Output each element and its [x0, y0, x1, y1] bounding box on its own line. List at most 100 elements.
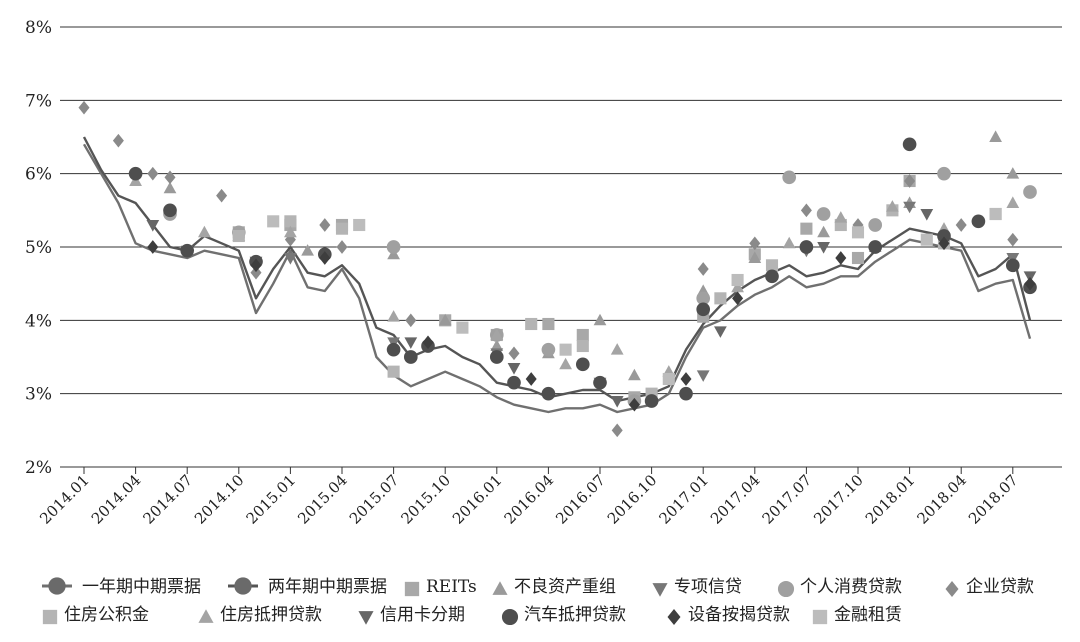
y-tick-label: 4%	[25, 311, 52, 331]
data-point	[387, 365, 400, 378]
series-11	[128, 137, 1037, 408]
data-point	[851, 251, 865, 265]
y-tick-label: 7%	[25, 91, 52, 111]
legend-item: 一年期中期票据	[42, 577, 201, 597]
data-point	[319, 251, 331, 265]
data-point	[267, 215, 280, 228]
legend-marker	[812, 609, 828, 625]
data-point	[386, 342, 401, 357]
legend-marker	[42, 609, 58, 625]
data-point	[697, 262, 709, 276]
data-point	[507, 363, 521, 375]
y-tick-label: 5%	[25, 238, 52, 258]
y-axis: 2% 3% 4% 5% 6% 7% 8%	[25, 18, 52, 478]
x-tick-label: 2018.04	[913, 471, 970, 528]
data-point	[680, 372, 692, 386]
legend-label: 金融租赁	[834, 605, 902, 625]
legend-item: 个人消费贷款	[777, 577, 902, 598]
legend-marker	[652, 583, 668, 597]
series-9	[129, 174, 1020, 377]
legend-label: REITs	[426, 577, 477, 597]
data-point	[541, 386, 556, 401]
legend-marker	[358, 611, 374, 625]
data-point	[336, 240, 348, 254]
x-tick-label: 2017.04	[707, 471, 764, 528]
data-point	[800, 203, 812, 218]
legend-item: 专项信贷	[652, 577, 742, 597]
legend-label: 专项信贷	[674, 577, 742, 597]
legend-item: 设备按揭贷款	[667, 605, 790, 626]
data-point	[611, 423, 623, 438]
series-13	[267, 207, 1002, 386]
data-point	[902, 137, 917, 152]
legend-marker	[48, 577, 66, 595]
data-point	[576, 339, 589, 353]
x-tick-label: 2018.07	[965, 471, 1022, 528]
series-3	[232, 174, 916, 404]
legend-item: 企业贷款	[945, 577, 1034, 598]
data-point	[662, 372, 675, 386]
data-point	[696, 370, 710, 382]
data-point	[1006, 196, 1020, 208]
data-point	[508, 346, 520, 361]
data-point	[989, 207, 1002, 221]
data-point	[387, 310, 400, 322]
plot-area	[78, 100, 1037, 438]
data-point	[284, 225, 297, 238]
legend-item: 两年期中期票据	[228, 577, 387, 597]
series-line	[82, 136, 1032, 403]
data-point	[147, 240, 159, 254]
data-point	[679, 386, 693, 401]
data-point	[765, 269, 779, 284]
legend-item: 住房抵押贷款	[198, 605, 322, 625]
legend-item: 汽车抵押贷款	[501, 605, 626, 626]
data-point	[835, 251, 847, 265]
x-tick-label: 2014.04	[88, 471, 145, 528]
legend: 一年期中期票据 两年期中期票据 REITs 不良资产重组 专项信贷 个人消费贷款 企业贷款住…	[42, 577, 1034, 626]
data-point	[799, 240, 814, 254]
data-point	[112, 133, 124, 148]
legend-label: 住房公积金	[64, 605, 149, 625]
x-tick-label: 2015.04	[294, 471, 351, 528]
data-point	[749, 236, 761, 251]
data-point	[456, 321, 469, 334]
legend-label: 个人消费贷款	[800, 577, 902, 597]
x-tick-label: 2016.04	[501, 471, 558, 528]
series-10	[146, 209, 1037, 408]
x-tick-label: 2014.10	[191, 471, 248, 528]
data-point	[920, 209, 934, 221]
series-7	[78, 100, 1019, 438]
data-point	[610, 396, 624, 408]
data-point	[782, 236, 796, 249]
legend-item: 住房公积金	[42, 605, 149, 625]
data-point	[575, 357, 590, 372]
series-12	[147, 236, 1036, 412]
data-point	[903, 201, 916, 214]
data-point	[490, 328, 504, 340]
data-point	[576, 328, 589, 342]
data-point	[610, 343, 624, 355]
data-point	[937, 229, 951, 243]
data-point	[198, 225, 211, 238]
data-point	[593, 313, 607, 326]
data-point	[438, 313, 452, 326]
data-point	[714, 292, 727, 305]
data-point	[732, 291, 744, 306]
data-point	[335, 222, 349, 235]
series-5	[180, 201, 1020, 390]
data-point	[696, 291, 711, 306]
data-point	[851, 226, 865, 239]
data-point	[714, 326, 727, 338]
x-tick-label: 2015.01	[243, 471, 300, 528]
x-tick-label: 2016.07	[552, 471, 609, 528]
data-point	[128, 166, 143, 181]
data-point	[525, 372, 537, 386]
legend-marker	[667, 608, 681, 626]
legend-marker	[404, 581, 420, 597]
data-point	[163, 203, 177, 218]
data-point	[1024, 276, 1036, 291]
legend-item: 金融租赁	[812, 605, 902, 625]
x-tick-label: 2014.01	[36, 471, 93, 528]
series-1	[82, 143, 1032, 414]
legend-marker	[492, 581, 508, 595]
